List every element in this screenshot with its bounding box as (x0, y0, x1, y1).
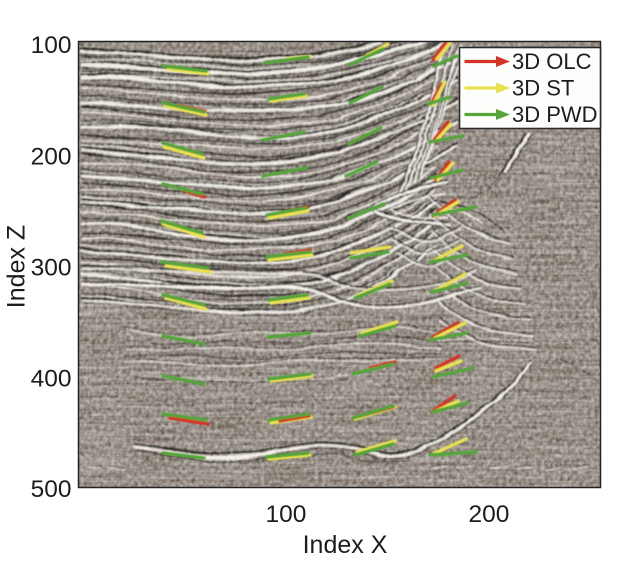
svg-text:500: 500 (31, 476, 72, 503)
svg-text:100: 100 (31, 32, 72, 59)
svg-text:100: 100 (266, 501, 307, 528)
svg-text:3D OLC: 3D OLC (512, 49, 592, 74)
svg-text:3D ST: 3D ST (512, 76, 574, 101)
svg-text:300: 300 (31, 255, 72, 282)
svg-text:3D PWD: 3D PWD (512, 102, 598, 127)
svg-text:Index X: Index X (303, 531, 388, 558)
svg-text:200: 200 (31, 144, 72, 171)
svg-text:400: 400 (31, 366, 72, 393)
svg-text:Index Z: Index Z (3, 225, 31, 308)
svg-text:200: 200 (469, 501, 510, 528)
